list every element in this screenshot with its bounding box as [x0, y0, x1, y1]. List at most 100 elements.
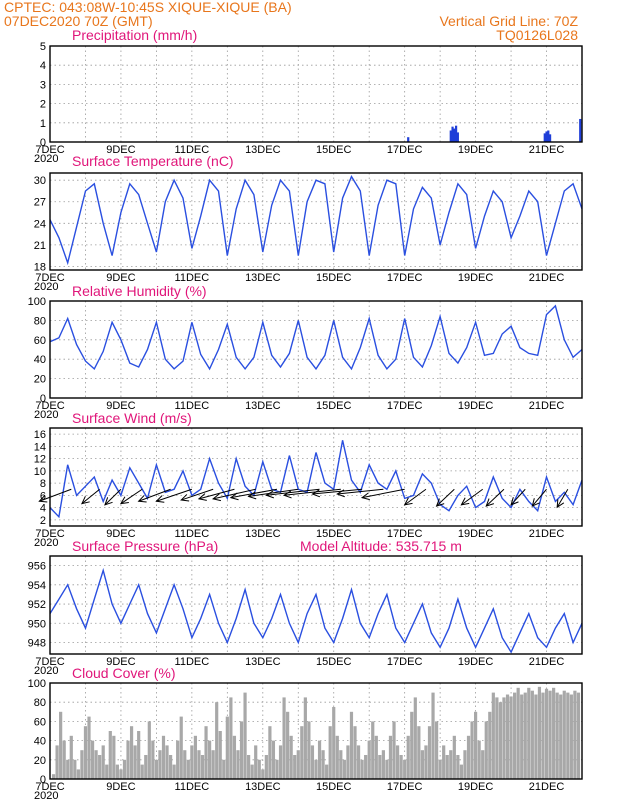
- wind-frame: [49, 427, 583, 527]
- wind-vector-head: [265, 490, 275, 499]
- cloud-bar: [474, 711, 478, 779]
- cloud-bar: [158, 750, 162, 779]
- wind-vector-head: [180, 494, 190, 502]
- cloud-bar: [349, 711, 354, 779]
- precip-y-tick-label: 3: [40, 79, 46, 91]
- pres-frame: [49, 555, 583, 655]
- cloud-bar: [144, 755, 148, 779]
- cloud-bar: [463, 750, 467, 779]
- temp-year-label: 2020: [34, 281, 58, 293]
- temp-y-tick-label: 27: [34, 197, 46, 209]
- cloud-bar: [190, 745, 194, 779]
- cloud-y-tick-label: 100: [28, 678, 46, 690]
- rh-date-label: 19DEC: [458, 400, 494, 412]
- rh-y-tick-label: 40: [34, 354, 46, 366]
- cloud-bar: [385, 759, 389, 779]
- cloud-frame: [49, 682, 583, 780]
- cloud-bar: [239, 721, 244, 779]
- cloud-bar: [310, 745, 315, 779]
- cloud-bar: [69, 735, 73, 779]
- cloud-bar: [360, 759, 364, 779]
- cloud-bar: [399, 755, 403, 779]
- cloud-bar: [438, 759, 442, 779]
- wind-date-label: 13DEC: [245, 528, 281, 540]
- rh-title: Relative Humidity (%): [72, 283, 207, 299]
- cloud-bar: [115, 764, 119, 779]
- cloud-bar: [151, 740, 155, 779]
- temp-date-label: 13DEC: [245, 272, 281, 284]
- cloud-bar: [282, 697, 286, 779]
- precip-date-label: 11DEC: [175, 144, 210, 156]
- cloud-bar: [59, 711, 63, 779]
- pres-date-label: 19DEC: [458, 656, 494, 668]
- cloud-bar: [172, 764, 176, 779]
- wind-y-tick-label: 2: [40, 515, 46, 527]
- wind-vector: [212, 488, 256, 500]
- precip-bar: [547, 130, 550, 142]
- model-altitude-label: Model Altitude: 535.715 m: [300, 538, 462, 554]
- cloud-bar: [420, 750, 424, 779]
- rh-y-tick-label: 20: [34, 374, 46, 386]
- cloud-bar: [335, 735, 339, 779]
- cloud-bar: [559, 694, 563, 779]
- cloud-bar: [215, 702, 219, 779]
- cloud-bar: [289, 735, 293, 779]
- model-id-label: TQ0126L028: [496, 27, 578, 43]
- cloud-y-tick-label: 20: [34, 755, 46, 767]
- wind-y-tick-label: 4: [40, 503, 46, 515]
- cloud-bar: [90, 740, 95, 779]
- precip-y-tick-label: 0: [40, 137, 46, 149]
- wind-vector: [138, 488, 171, 502]
- cloud-bar: [176, 740, 180, 779]
- cloud-bar: [477, 740, 481, 779]
- cloud-bar: [424, 745, 428, 779]
- cloud-bar: [371, 721, 375, 779]
- pres-date-label: 13DEC: [245, 656, 281, 668]
- precip-frame: [49, 45, 583, 143]
- wind-vector: [436, 488, 455, 507]
- cloud-bar: [193, 735, 198, 779]
- cloud-bar: [576, 692, 581, 779]
- cloud-bar: [395, 745, 400, 779]
- cloud-bar: [314, 759, 318, 779]
- cloud-bar: [101, 745, 105, 779]
- pres-year-label: 2020: [34, 665, 58, 677]
- wind-vector: [248, 488, 299, 497]
- cloud-bar: [342, 759, 346, 779]
- temp-date-label: 7DEC: [35, 272, 64, 284]
- cloud-bar: [179, 716, 183, 779]
- cloud-bar: [261, 769, 265, 779]
- precip-bar: [454, 125, 458, 142]
- cloud-bar: [403, 759, 407, 779]
- wind-vector: [556, 488, 569, 508]
- cloud-bar: [286, 711, 290, 779]
- cloud-bar: [300, 726, 304, 779]
- cloud-bar: [222, 759, 226, 779]
- precip-y-tick-label: 4: [40, 60, 46, 72]
- cloud-bar: [353, 726, 357, 779]
- cloud-bar: [406, 735, 410, 779]
- wind-vector: [198, 488, 235, 500]
- cloud-bar: [445, 755, 449, 779]
- cloud-bar: [527, 687, 531, 779]
- wind-vector-head: [510, 497, 519, 506]
- cloud-bar: [250, 764, 254, 779]
- cloud-bar: [374, 735, 378, 779]
- cloud-bar: [211, 750, 215, 779]
- wind-date-label: 15DEC: [316, 528, 352, 540]
- pres-y-tick-label: 956: [28, 561, 46, 573]
- cloud-bar: [161, 735, 166, 779]
- cloud-bar: [541, 692, 545, 779]
- temp-date-label: 21DEC: [529, 272, 565, 284]
- rh-panel: 0 20 40 60 80 100 7DEC 9DEC 11DEC 13DEC 15DEC 17DEC…: [28, 296, 583, 421]
- cloud-date-label: 19DEC: [458, 781, 494, 793]
- cloud-bar: [268, 726, 272, 779]
- cloud-bar: [119, 769, 123, 779]
- cloud-bar: [278, 745, 283, 779]
- cloud-bar: [498, 702, 503, 779]
- cloud-bar: [108, 731, 112, 779]
- cloud-bar: [73, 759, 77, 779]
- cloud-bar: [544, 688, 549, 779]
- cloud-bar: [505, 694, 510, 779]
- cloud-bar: [502, 697, 506, 779]
